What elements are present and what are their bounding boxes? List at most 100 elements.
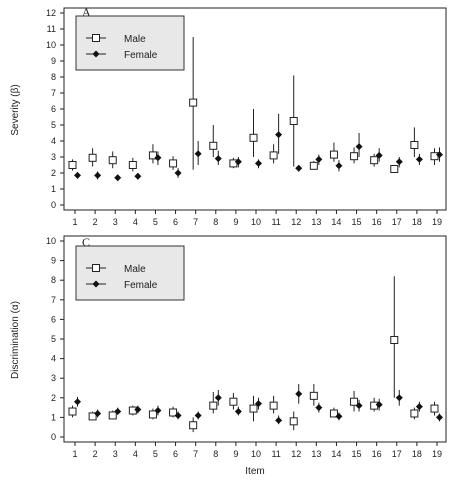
panel-a-x-tick-label: 9 — [233, 217, 238, 227]
panel-a-y-tick-label: 12 — [46, 8, 56, 18]
panel-c-male-point — [169, 408, 178, 417]
panel-c-male-point — [430, 404, 439, 413]
panel-c-x-tick-label: 18 — [412, 449, 422, 459]
panel-c-male-point — [370, 401, 379, 410]
panel-c-legend: Male Female — [75, 245, 185, 301]
panel-c-y-tick-label: 2 — [51, 393, 56, 403]
panel-c-male-point — [189, 421, 198, 430]
panel-a-male-point — [390, 165, 399, 173]
panel-c-letter: C — [82, 235, 90, 249]
panel-a-female-point — [214, 155, 222, 163]
legend-female-marker — [92, 50, 100, 58]
panel-a-female-point — [154, 154, 162, 162]
panel-c-x-tick-label: 1 — [72, 449, 77, 459]
panel-c-y-tick-label: 10 — [46, 236, 56, 246]
panel-c-female-point — [335, 412, 343, 420]
legend-male-label: Male — [124, 264, 146, 275]
panel-c-female-point — [194, 411, 202, 419]
panel-c-male-point — [128, 406, 137, 415]
panel-a-male-point — [68, 161, 77, 169]
panel-c-x-tick-label: 17 — [392, 449, 402, 459]
panel-c-x-tick-label: 4 — [133, 449, 138, 459]
panel-a-female-point — [375, 151, 383, 159]
panel-c-x-tick-label: 13 — [311, 449, 321, 459]
panel-a-female-point — [355, 143, 363, 151]
panel-a-x-tick-label: 5 — [153, 217, 158, 227]
panel-a-x-tick-label: 6 — [173, 217, 178, 227]
panel-c-x-tick-label: 14 — [331, 449, 341, 459]
panel-c-female-point — [255, 400, 262, 408]
panel-a-x-tick-label: 18 — [412, 217, 422, 227]
panel-a-legend: Male Female — [75, 15, 185, 71]
panel-a-x-tick-label: 3 — [113, 217, 118, 227]
panel-a-male-point — [169, 159, 178, 168]
panel-a-y-tick-label: 6 — [51, 104, 56, 114]
panel-c-female-point — [134, 406, 142, 414]
panel-c-y-tick-label: 6 — [51, 314, 56, 324]
panel-c-male-point — [209, 401, 218, 410]
panel-a-female-point — [74, 171, 81, 179]
panel-c-x-tick-label: 16 — [372, 449, 382, 459]
legend-male-marker — [92, 264, 100, 272]
panel-c-male-point — [68, 407, 77, 416]
panel-a-female-point — [94, 171, 102, 179]
panel-c-legend-box — [75, 245, 185, 301]
panel-c-x-tick-label: 7 — [193, 449, 198, 459]
panel-a-male-point — [209, 141, 218, 150]
panel-a-x-tick-label: 15 — [352, 217, 362, 227]
panel-c-male-point — [410, 409, 419, 418]
panel-a-x-tick-label: 13 — [311, 217, 321, 227]
panel-c-x-axis-label: Item — [245, 466, 264, 477]
panel-a-female-point — [194, 150, 202, 158]
panel-c-x-tick-label: 5 — [153, 449, 158, 459]
panel-c-x-tick-label: 6 — [173, 449, 178, 459]
panel-c-x-tick-label: 3 — [113, 449, 118, 459]
panel-a-male-point — [88, 153, 97, 162]
panel-a-female-point — [234, 158, 242, 166]
panel-c-female-point — [395, 394, 403, 402]
panel-c-female-point — [375, 401, 383, 409]
panel-c-x-tick-label: 19 — [432, 449, 442, 459]
panel-a-female-point — [436, 151, 443, 159]
panel-c-female-point — [94, 409, 102, 417]
panel-a-female-point — [295, 164, 303, 172]
panel-c-female-point — [154, 407, 162, 415]
panel-c-x-tick-label: 10 — [251, 449, 261, 459]
panel-a-male-point — [269, 151, 278, 160]
panel-c-male-point — [108, 411, 117, 420]
panel-a-x-tick-label: 4 — [133, 217, 138, 227]
panel-c-male-point — [88, 412, 97, 421]
panel-a-male-point — [189, 98, 198, 107]
panel-a-male-point — [108, 156, 117, 165]
panel-a-x-tick-label: 12 — [291, 217, 301, 227]
legend-female-marker — [92, 280, 100, 288]
panel-c-female-point — [415, 403, 423, 411]
panel-a-male-point — [128, 161, 137, 169]
panel-a-y-tick-label: 11 — [47, 24, 56, 34]
panel-a-male-point — [249, 133, 258, 142]
panel-c-male-point — [309, 391, 318, 400]
panel-a-y-tick-label: 4 — [51, 136, 56, 146]
panel-c-female-point — [74, 398, 81, 406]
panel-a-y-tick-label: 8 — [51, 72, 56, 82]
panel-a-female-point — [335, 162, 343, 170]
panel-c-y-tick-label: 7 — [51, 295, 56, 305]
panel-c-y-tick-label: 1 — [51, 412, 56, 422]
panel-c-female-point — [436, 413, 443, 421]
panel-a-x-tick-label: 8 — [213, 217, 218, 227]
panel-a-y-tick-label: 3 — [51, 152, 56, 162]
legend-male-marker — [92, 34, 100, 42]
panel-a-x-tick-label: 11 — [271, 217, 280, 227]
panel-a-x-tick-label: 14 — [331, 217, 341, 227]
panel-a-female-point — [255, 159, 262, 167]
panel-c-female-point — [295, 390, 303, 398]
panel-a-y-tick-label: 1 — [51, 184, 56, 194]
panel-a-female-point — [174, 169, 182, 177]
panel-a-letter: A — [82, 5, 91, 19]
panel-a-female-point — [114, 174, 122, 182]
panel-c-y-tick-label: 0 — [51, 432, 56, 442]
panel-a-female-point — [315, 155, 323, 163]
panel-c-male-point — [390, 335, 399, 344]
panel-a-x-tick-label: 10 — [251, 217, 261, 227]
